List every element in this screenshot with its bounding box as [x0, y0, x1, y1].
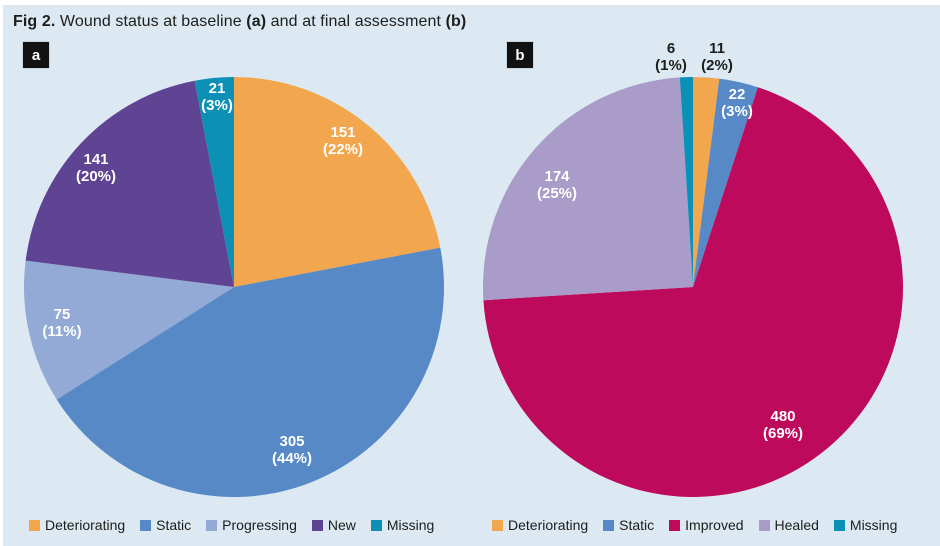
legend-label: Deteriorating — [45, 517, 126, 533]
legend-swatch-icon — [370, 519, 382, 531]
pie-chart-baseline — [24, 77, 444, 497]
legend-swatch-icon — [311, 519, 323, 531]
pie-b-slice-static — [693, 78, 758, 287]
slice-percent: (2%) — [701, 57, 733, 74]
title-ref-a: (a) — [246, 13, 267, 30]
legend-swatch-icon — [206, 519, 218, 531]
legend-item-static: Static — [140, 517, 191, 533]
legend-final-assessment: Deteriorating Static Improved Healed Missing — [492, 516, 897, 534]
pie-b-slice-missing — [679, 77, 693, 287]
figure-title: Fig 2. Wound status at baseline (a) and … — [13, 13, 466, 31]
title-ref-b: (b) — [445, 13, 467, 30]
pie-b-slice-deteriorating — [693, 77, 720, 287]
pie-b-label-missing: 6 (1%) — [655, 40, 687, 74]
legend-label: Improved — [685, 517, 744, 533]
legend-label: Deteriorating — [508, 517, 589, 533]
panel-badge-a: a — [23, 42, 49, 68]
legend-label: Missing — [849, 517, 898, 533]
legend-swatch-icon — [29, 519, 40, 531]
pie-a-slice-missing — [194, 77, 234, 287]
legend-swatch-icon — [758, 519, 770, 531]
legend-item-deteriorating: Deteriorating — [492, 517, 588, 533]
pie-b-label-deteriorating: 11 (2%) — [701, 40, 733, 74]
legend-item-progressing: Progressing — [206, 517, 297, 533]
legend-label: Progressing — [222, 517, 297, 533]
legend-swatch-icon — [833, 519, 845, 531]
legend-item-missing: Missing — [370, 517, 435, 533]
legend-item-missing: Missing — [833, 517, 898, 533]
slice-value: 6 — [666, 40, 676, 57]
legend-swatch-icon — [603, 519, 615, 531]
legend-label: Static — [619, 517, 655, 533]
legend-item-new: New — [311, 517, 356, 533]
legend-item-static: Static — [603, 517, 654, 533]
top-margin-strip — [0, 0, 940, 5]
panel-badge-b: b — [507, 42, 533, 68]
pie-chart-final-assessment — [483, 77, 903, 497]
pie-a-slice-progressing — [24, 260, 235, 400]
pie-b-slice-improved — [483, 87, 903, 497]
left-margin-strip — [0, 0, 3, 546]
slice-percent: (1%) — [655, 57, 687, 74]
figure-number: Fig 2. — [13, 13, 56, 30]
legend-label: New — [327, 517, 356, 533]
title-text-2: and at final assessment — [266, 13, 446, 30]
legend-item-deteriorating: Deteriorating — [29, 517, 125, 533]
legend-item-healed: Healed — [758, 517, 819, 533]
pie-b-slice-healed — [483, 77, 693, 301]
legend-swatch-icon — [669, 519, 681, 531]
title-text-1: Wound status at baseline — [55, 13, 247, 30]
legend-item-improved: Improved — [669, 517, 744, 533]
legend-baseline: Deteriorating Static Progressing New Missing — [29, 516, 434, 534]
pie-a-slice-static — [56, 247, 444, 497]
legend-label: Missing — [386, 517, 435, 533]
legend-label: Healed — [774, 517, 819, 533]
pie-a-slice-deteriorating — [234, 77, 441, 287]
pie-a-slice-new — [25, 80, 234, 287]
legend-swatch-icon — [492, 519, 503, 531]
slice-value: 11 — [709, 40, 725, 57]
legend-label: Static — [156, 517, 192, 533]
legend-swatch-icon — [140, 519, 152, 531]
